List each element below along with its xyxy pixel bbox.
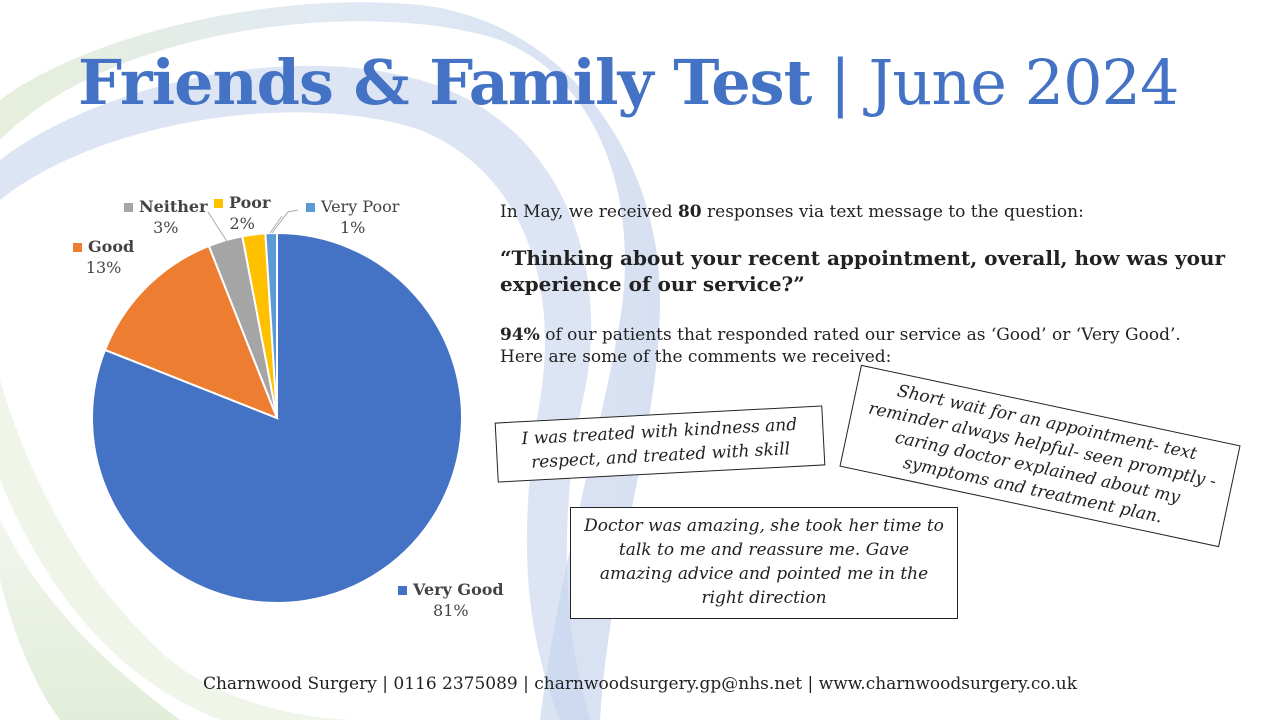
survey-question: “Thinking about your recent appointment,… xyxy=(500,246,1225,296)
legend-swatch-poor xyxy=(214,199,223,208)
result-percentage: 94% xyxy=(500,325,540,345)
legend-swatch-good xyxy=(73,243,82,252)
title-separator: | xyxy=(829,46,851,119)
pie-slice-good xyxy=(103,244,279,420)
title-main: Friends & Family Test xyxy=(78,46,812,119)
label-neither: Neither 3% xyxy=(124,196,208,238)
leader-line xyxy=(269,215,283,234)
pie-slice-very-poor xyxy=(264,231,278,419)
leader-line xyxy=(271,209,299,234)
comment-box-doctor-amazing: Doctor was amazing, she took her time to… xyxy=(570,507,958,619)
page-title: Friends & Family Test | June 2024 xyxy=(78,46,1180,119)
legend-swatch-neither xyxy=(124,203,133,212)
label-poor: Poor 2% xyxy=(214,192,270,234)
result-summary: 94% of our patients that responded rated… xyxy=(500,325,1181,367)
response-count: 80 xyxy=(677,202,702,222)
label-good: Good 13% xyxy=(73,236,134,278)
title-month: June 2024 xyxy=(868,46,1180,119)
label-very-good: Very Good 81% xyxy=(398,579,504,621)
footer-contact: Charnwood Surgery | 0116 2375089 | charn… xyxy=(202,674,1078,694)
intro-text: In May, we received 80 responses via tex… xyxy=(500,202,1084,222)
leader-line xyxy=(207,211,229,244)
label-very-poor: Very Poor 1% xyxy=(306,196,399,238)
legend-swatch-very-good xyxy=(398,586,407,595)
legend-swatch-very-poor xyxy=(306,203,315,212)
